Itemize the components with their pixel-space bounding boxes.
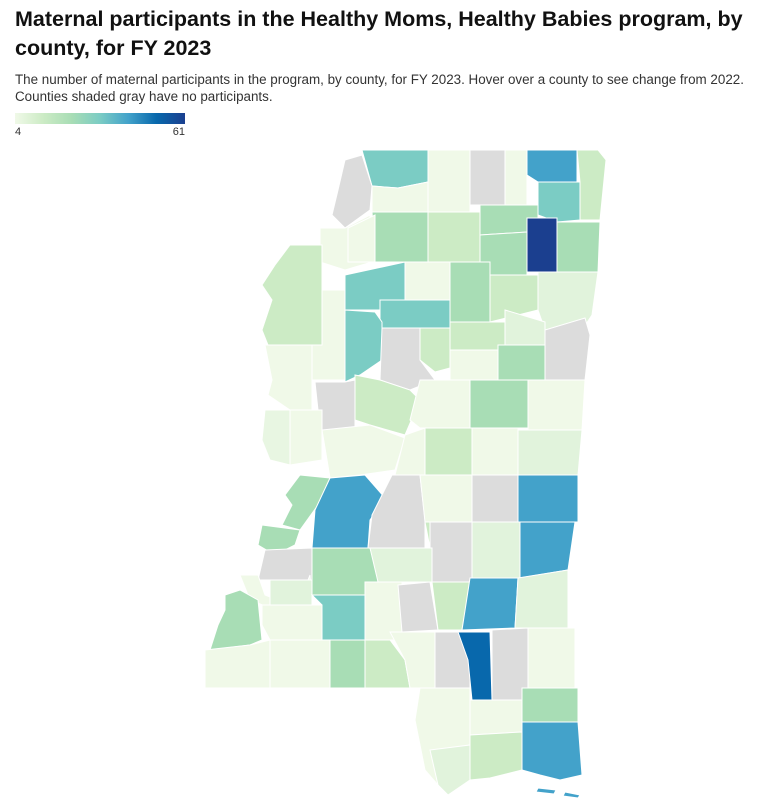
county-jackson[interactable] bbox=[521, 721, 583, 781]
county-hinds[interactable] bbox=[311, 474, 386, 549]
county-pike[interactable] bbox=[329, 639, 366, 689]
county-washington[interactable] bbox=[264, 344, 313, 411]
county-franklin[interactable] bbox=[269, 579, 313, 606]
county-newton[interactable] bbox=[471, 474, 519, 523]
county-perry-north[interactable] bbox=[461, 577, 519, 631]
chart-subtitle: The number of maternal participants in t… bbox=[15, 72, 744, 104]
county-kemper[interactable] bbox=[517, 429, 583, 476]
county-scott[interactable] bbox=[419, 474, 473, 523]
county-tunica[interactable] bbox=[331, 154, 373, 229]
county-montgomery[interactable] bbox=[419, 327, 451, 373]
color-legend: 4 61 bbox=[15, 113, 187, 140]
county-stone[interactable] bbox=[469, 699, 523, 736]
county-lee[interactable] bbox=[526, 217, 558, 273]
county-jasper[interactable] bbox=[429, 521, 473, 583]
county-jefferson-davis[interactable] bbox=[364, 581, 403, 641]
county-tate[interactable] bbox=[371, 181, 429, 213]
chart-header: Maternal participants in the Healthy Mom… bbox=[15, 5, 775, 105]
county-harrison[interactable] bbox=[469, 731, 523, 781]
county-prentiss[interactable] bbox=[537, 181, 581, 223]
county-greene-north[interactable] bbox=[514, 569, 569, 629]
county-webster[interactable] bbox=[449, 321, 506, 351]
county-adams[interactable] bbox=[209, 589, 263, 651]
county-desoto[interactable] bbox=[361, 149, 429, 189]
county-attala[interactable] bbox=[409, 379, 471, 429]
county-grenada[interactable] bbox=[379, 299, 451, 329]
county-copiah[interactable] bbox=[257, 547, 313, 581]
county-benton[interactable] bbox=[469, 149, 506, 206]
county-lafayette[interactable] bbox=[427, 211, 481, 263]
county-rankin[interactable] bbox=[367, 474, 426, 549]
county-noxubee[interactable] bbox=[527, 379, 586, 431]
county-monroe[interactable] bbox=[537, 271, 599, 331]
county-lauderdale[interactable] bbox=[517, 474, 579, 523]
county-neshoba[interactable] bbox=[471, 427, 519, 476]
legend-gradient-bar bbox=[15, 113, 185, 124]
county-george[interactable] bbox=[521, 687, 579, 723]
county-jackson-island-2[interactable] bbox=[562, 791, 581, 799]
legend-max-label: 61 bbox=[172, 126, 185, 138]
county-tippah[interactable] bbox=[504, 149, 528, 206]
county-jackson-island[interactable] bbox=[535, 787, 557, 795]
county-winston[interactable] bbox=[469, 379, 529, 429]
county-leflore[interactable] bbox=[344, 309, 383, 383]
county-clarke[interactable] bbox=[471, 521, 521, 579]
county-itawamba[interactable] bbox=[556, 221, 601, 273]
county-marshall[interactable] bbox=[427, 149, 471, 213]
legend-min-label: 4 bbox=[15, 126, 22, 138]
county-leake[interactable] bbox=[424, 427, 473, 476]
county-yazoo[interactable] bbox=[321, 424, 406, 479]
county-covington[interactable] bbox=[369, 547, 433, 583]
county-pike-west[interactable] bbox=[269, 639, 331, 689]
chart-title: Maternal participants in the Healthy Mom… bbox=[15, 7, 743, 60]
county-alcorn[interactable] bbox=[526, 149, 578, 183]
county-wayne-north[interactable] bbox=[519, 521, 576, 579]
county-tishomingo[interactable] bbox=[576, 149, 607, 221]
county-yalobusha[interactable] bbox=[404, 261, 451, 301]
county-jones[interactable] bbox=[397, 581, 439, 633]
legend-labels: 4 61 bbox=[15, 126, 187, 140]
county-greene[interactable] bbox=[527, 627, 576, 689]
county-quitman[interactable] bbox=[347, 214, 376, 263]
county-choctaw[interactable] bbox=[449, 349, 501, 381]
county-oktibbeha[interactable] bbox=[497, 344, 546, 381]
county-amite[interactable] bbox=[261, 604, 323, 641]
county-hancock[interactable] bbox=[429, 744, 471, 796]
county-calhoun[interactable] bbox=[449, 261, 491, 323]
county-panola[interactable] bbox=[371, 211, 429, 263]
county-clay[interactable] bbox=[504, 309, 546, 346]
county-issaquena[interactable] bbox=[261, 409, 291, 466]
county-sharkey[interactable] bbox=[289, 409, 323, 466]
county-bolivar[interactable] bbox=[261, 244, 323, 346]
